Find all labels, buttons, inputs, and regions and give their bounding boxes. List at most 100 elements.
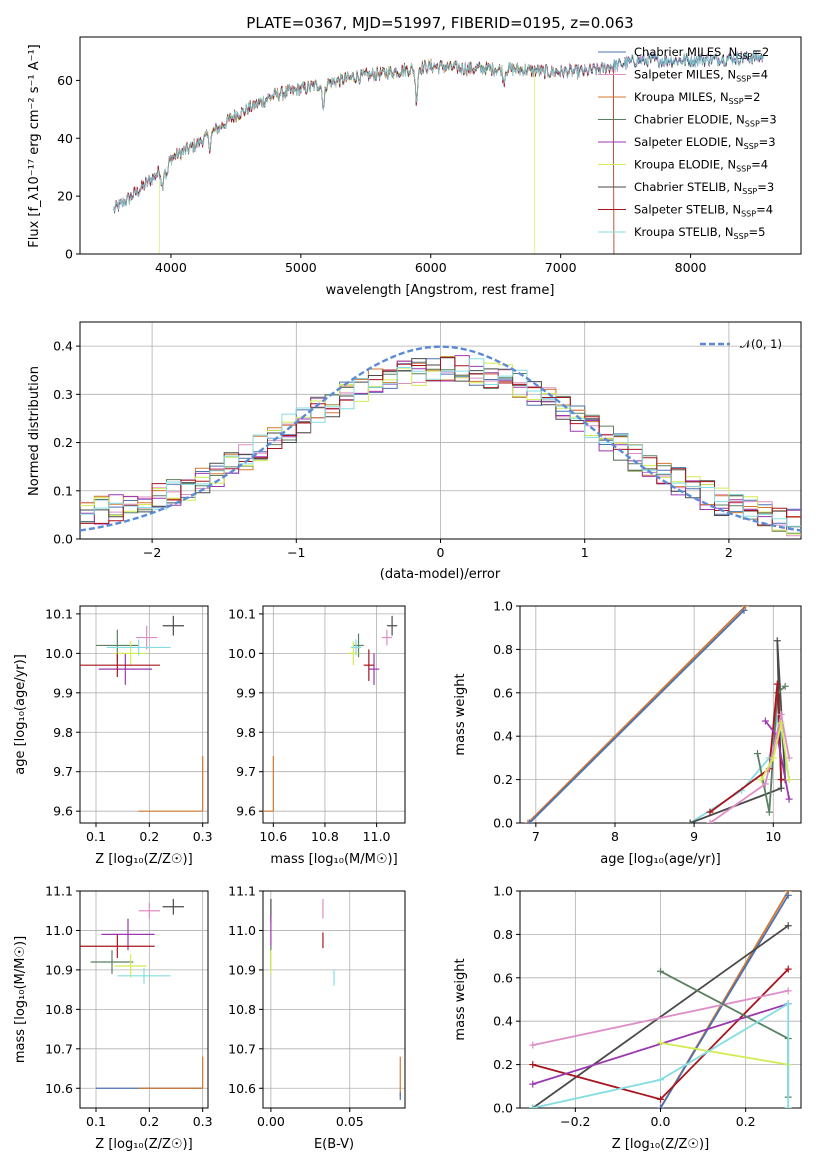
age_Z-ytick-label: 10.1	[45, 606, 73, 621]
age_Z-ytick-label: 10.0	[45, 646, 73, 661]
age-vs-metallicity-panel: 0.1 0.2 0.3 9.6 9.7 9.8 9.9 10.0 10.1 Z [log₁₀(Z/…	[13, 605, 213, 867]
age_Z-ytick-label: 9.9	[53, 685, 73, 700]
mass-vs-metallicity-panel: 0.1 0.2 0.3 10.6 10.7 10.8 10.9 11.0 11.1 Z [log₁…	[13, 884, 213, 1153]
legend-label-salpeter_miles: Salpeter MILES, NSSP=4	[634, 68, 768, 84]
legend-label-kroupa_stelib: Kroupa STELIB, NSSP=5	[634, 225, 765, 241]
line-kroupa_elodie	[760, 723, 790, 781]
spectrum-series-kroupa_elodie	[158, 59, 536, 255]
mass_Z-frame	[79, 890, 209, 1109]
mass_ebv-xlabel: E(B-V)	[314, 1137, 354, 1152]
age_Z-xtick-label: 0.3	[193, 829, 213, 844]
mass_Z-ylabel: mass [log₁₀(M/M☉)]	[13, 936, 28, 1063]
residuals-xtick-label: −1	[287, 545, 305, 560]
spectrum-legend: Chabrier MILES, NSSP=2 Salpeter MILES, NS…	[598, 45, 777, 241]
mass_Z-ytick-label: 10.6	[45, 1081, 73, 1096]
mw_Z-xlabel: Z [log₁₀(Z/Z☉)]	[612, 1137, 709, 1152]
mw_Z-xtick-label: 0.2	[736, 1114, 756, 1129]
spectrum-frame	[79, 36, 802, 255]
mw_Z-ytick-label: 0.4	[493, 1014, 513, 1029]
age_Z-xlabel: Z [log₁₀(Z/Z☉)]	[95, 852, 192, 867]
chart-title: PLATE=0367, MJD=51997, FIBERID=0195, z=0…	[246, 14, 633, 32]
mw_Z-ytick-label: 0.0	[493, 1101, 513, 1116]
mass-vs-ebv-panel: 0.00 0.05 10.6 10.7 10.8 10.9 11.0 11.1 E(B-V)	[228, 884, 406, 1152]
line-kroupa_miles	[527, 606, 747, 823]
mw_age-ytick-label: 0.4	[493, 729, 513, 744]
mw_Z-ytick-label: 0.8	[493, 927, 513, 942]
age_Z-ytick-label: 9.7	[53, 764, 73, 779]
residuals-xtick-label: 1	[581, 545, 589, 560]
mass_Z-xlabel: Z [log₁₀(Z/Z☉)]	[95, 1137, 192, 1152]
residuals-xtick-label: −2	[143, 545, 161, 560]
spectrum-xtick-label: 4000	[155, 260, 187, 275]
spectrum-ylabel: Flux [f_λ10⁻¹⁷ erg cm⁻² s⁻¹ A⁻¹]	[27, 44, 42, 248]
spectrum-ytick-label: 0	[65, 247, 73, 262]
spectrum-series-kroupa_miles	[113, 58, 615, 255]
legend-label-chabrier_stelib: Chabrier STELIB, NSSP=3	[634, 180, 774, 196]
spectrum-series-salpeter_stelib	[113, 60, 615, 255]
mw_age-ytick-label: 0.8	[493, 642, 513, 657]
residuals-xtick-label: 2	[725, 545, 733, 560]
mw_age-xtick-label: 10	[765, 829, 781, 844]
mw_age-ytick-label: 0.0	[493, 816, 513, 831]
age_Z-xtick-label: 0.1	[86, 829, 106, 844]
spectrum-panel: Chabrier MILES, NSSP=2 Salpeter MILES, NS…	[27, 36, 802, 298]
age_Z-xtick-label: 0.2	[139, 829, 159, 844]
residuals-ytick-label: 0.4	[53, 339, 73, 354]
mw_age-xtick-label: 9	[690, 829, 698, 844]
residuals-xlabel: (data-model)/error	[380, 567, 501, 582]
residuals-ytick-label: 0.3	[53, 387, 73, 402]
age_mass-xtick-label: 10.8	[311, 829, 339, 844]
mw_age-ylabel: mass weight	[453, 673, 468, 755]
mass_ebv-ytick-label: 10.7	[228, 1041, 256, 1056]
mw_Z-ytick-label: 0.2	[493, 1057, 513, 1072]
age_Z-ytick-label: 9.8	[53, 725, 73, 740]
legend-label-chabrier_miles: Chabrier MILES, NSSP=2	[634, 45, 769, 61]
age_Z-frame	[79, 605, 209, 824]
age_Z-ytick-label: 9.6	[53, 804, 73, 819]
age_mass-xlabel: mass [log₁₀(M/M☉)]	[270, 852, 397, 867]
legend-gauss-label: 𝒩(0, 1)	[740, 337, 782, 351]
mass_Z-ytick-label: 10.9	[45, 962, 73, 977]
spectrum-xlabel: wavelength [Angstrom, rest frame]	[326, 283, 555, 298]
line-chabrier_miles	[659, 894, 789, 1108]
age_mass-xtick-label: 10.6	[259, 829, 287, 844]
age_mass-xtick-label: 11.0	[363, 829, 391, 844]
mw_age-ytick-label: 0.6	[493, 685, 513, 700]
spectrum-xtick-label: 6000	[415, 260, 447, 275]
mass_ebv-xtick-label: 0.00	[257, 1114, 285, 1129]
spectrum-ytick-label: 20	[57, 189, 73, 204]
mass_ebv-ytick-label: 10.9	[228, 962, 256, 977]
gaussian-curve	[79, 345, 802, 532]
legend-label-chabrier_elodie: Chabrier ELODIE, NSSP=3	[634, 113, 777, 129]
residuals-ytick-label: 0.2	[53, 435, 73, 450]
mass_ebv-ytick-label: 10.6	[228, 1081, 256, 1096]
histogram-kroupa_stelib	[80, 358, 801, 527]
mw_Z-xtick-label: −0.2	[560, 1114, 590, 1129]
mw_age-xtick-label: 7	[532, 829, 540, 844]
legend-label-salpeter_elodie: Salpeter ELODIE, NSSP=3	[634, 135, 776, 151]
residuals-xtick-label: 0	[437, 545, 445, 560]
age_mass-ytick-label: 9.6	[236, 804, 256, 819]
massweight-vs-metallicity-panel: −0.2 0.0 0.2 0.0 0.2 0.4 0.6 0.8 1.0 Z [log₁₀(Z/Z…	[453, 884, 802, 1152]
line-salpeter_miles	[709, 714, 790, 823]
mw_age-xtick-label: 8	[611, 829, 619, 844]
mass_ebv-frame	[262, 890, 406, 1109]
mw_age-frame	[519, 605, 802, 824]
residuals-panel: −2 −1 0 1 2 0.0 0.1 0.2 0.3 0.4 𝒩(0, 1) (data-mod…	[27, 321, 802, 582]
age-vs-mass-panel: 10.6 10.8 11.0 9.6 9.7 9.8 9.9 10.0 10.1 mass [lo…	[228, 605, 406, 867]
line-kroupa_elodie	[660, 1042, 789, 1066]
mw_age-xlabel: age [log₁₀(age/yr)]	[600, 852, 721, 867]
line-kroupa_stelib	[532, 1002, 790, 1108]
age_mass-ytick-label: 9.9	[236, 685, 256, 700]
age_mass-frame	[262, 605, 406, 824]
spectrum-xtick-label: 5000	[285, 260, 317, 275]
residuals-legend: 𝒩(0, 1)	[700, 337, 782, 351]
age_mass-ytick-label: 10.1	[228, 606, 256, 621]
age_mass-ytick-label: 9.7	[236, 764, 256, 779]
mw_Z-xtick-label: 0.0	[651, 1114, 671, 1129]
mw_Z-ytick-label: 0.6	[493, 970, 513, 985]
line-chabrier_stelib	[532, 924, 789, 1108]
spectrum-ytick-label: 40	[57, 131, 73, 146]
legend-label-kroupa_miles: Kroupa MILES, NSSP=2	[634, 90, 760, 106]
